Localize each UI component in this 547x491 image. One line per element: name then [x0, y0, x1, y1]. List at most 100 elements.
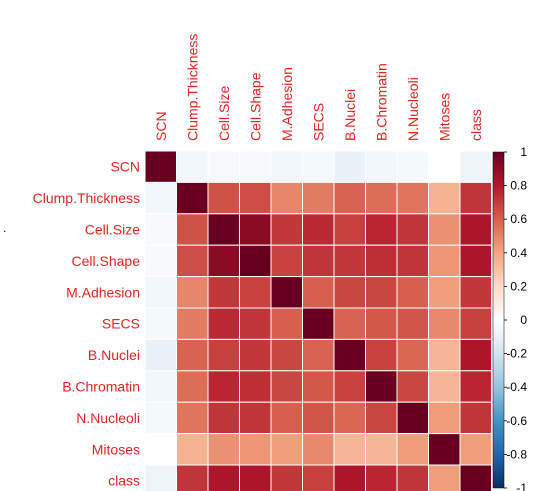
cell-SECS-SCN — [144, 307, 177, 340]
cell-SECS-B.Nuclei — [333, 307, 366, 340]
cell-Clump.Thickness-M.Adhesion — [270, 181, 303, 215]
cell-M.Adhesion-SCN — [144, 276, 177, 309]
row-label: SECS — [102, 316, 140, 332]
cell-Cell.Shape-SCN — [144, 244, 177, 278]
cell-Clump.Thickness-Mitoses — [428, 181, 461, 215]
column-label: SCN — [153, 111, 169, 141]
cell-SCN-N.Nucleoli — [396, 150, 429, 183]
row-label: M.Adhesion — [66, 284, 140, 300]
cell-Clump.Thickness-B.Chromatin — [365, 181, 398, 215]
cell-Cell.Size-Mitoses — [428, 213, 461, 246]
cell-Cell.Shape-B.Chromatin — [365, 244, 398, 278]
cell-SCN-Cell.Shape — [239, 150, 272, 183]
cell-class-class — [459, 464, 492, 491]
colorbar-tick-label: -1 — [516, 481, 527, 491]
cell-SECS-N.Nucleoli — [396, 307, 429, 340]
cell-N.Nucleoli-SCN — [144, 401, 177, 435]
column-label: Clump.Thickness — [184, 34, 200, 141]
cell-Mitoses-Mitoses — [428, 433, 461, 466]
colorbar-tick-label: 0.4 — [510, 246, 527, 260]
row-label: class — [108, 473, 140, 489]
column-label: B.Chromatin — [373, 63, 389, 141]
cell-Clump.Thickness-Clump.Thickness — [176, 181, 209, 215]
cell-Mitoses-N.Nucleoli — [396, 433, 429, 466]
column-label: SECS — [310, 103, 326, 141]
cell-N.Nucleoli-class — [459, 401, 492, 435]
row-label: B.Nuclei — [88, 347, 140, 363]
cell-class-Clump.Thickness — [176, 464, 209, 491]
cell-class-N.Nucleoli — [396, 464, 429, 491]
cell-Mitoses-B.Chromatin — [365, 433, 398, 466]
colorbar-tick-label: 0 — [520, 313, 527, 327]
column-label: Cell.Size — [216, 86, 232, 141]
cell-Cell.Shape-B.Nuclei — [333, 244, 366, 278]
colorbar-tick-label: -0.4 — [506, 380, 527, 394]
column-label: M.Adhesion — [279, 67, 295, 141]
cell-B.Chromatin-SCN — [144, 370, 177, 403]
cell-B.Chromatin-M.Adhesion — [270, 370, 303, 403]
cell-B.Nuclei-B.Chromatin — [365, 338, 398, 372]
cell-M.Adhesion-B.Chromatin — [365, 276, 398, 309]
cell-class-M.Adhesion — [270, 464, 303, 491]
cell-M.Adhesion-M.Adhesion — [270, 276, 303, 309]
cell-N.Nucleoli-B.Chromatin — [365, 401, 398, 435]
row-labels: SCN Clump.Thickness Cell.Size Cell.Shape M.A… — [33, 159, 141, 489]
cell-Cell.Size-B.Nuclei — [333, 213, 366, 246]
row-label: SCN — [110, 159, 140, 175]
row-label: Cell.Size — [85, 222, 140, 238]
colorbar-tick-label: -0.6 — [506, 414, 527, 428]
cell-B.Chromatin-Cell.Size — [207, 370, 240, 403]
cell-SCN-M.Adhesion — [270, 150, 303, 183]
cell-B.Nuclei-B.Nuclei — [333, 338, 366, 372]
cell-N.Nucleoli-M.Adhesion — [270, 401, 303, 435]
stray-dot: . — [3, 221, 6, 235]
cell-B.Chromatin-Mitoses — [428, 370, 461, 403]
cell-Cell.Shape-Clump.Thickness — [176, 244, 209, 278]
cell-SECS-Cell.Shape — [239, 307, 272, 340]
cell-SCN-Mitoses — [428, 150, 461, 183]
row-label: Clump.Thickness — [33, 190, 140, 206]
cell-Cell.Size-N.Nucleoli — [396, 213, 429, 246]
cell-B.Nuclei-Cell.Size — [207, 338, 240, 372]
cell-M.Adhesion-N.Nucleoli — [396, 276, 429, 309]
colorbar-tick-label: 1 — [520, 145, 527, 159]
cell-Clump.Thickness-Cell.Size — [207, 181, 240, 215]
cell-Mitoses-SCN — [144, 433, 177, 466]
cell-Cell.Shape-SECS — [302, 244, 335, 278]
cell-B.Chromatin-B.Chromatin — [365, 370, 398, 403]
cell-B.Nuclei-SECS — [302, 338, 335, 372]
cell-Cell.Shape-M.Adhesion — [270, 244, 303, 278]
colorbar-tick-label: -0.8 — [506, 447, 527, 461]
cell-Cell.Shape-Cell.Shape — [239, 244, 272, 278]
cell-SCN-SECS — [302, 150, 335, 183]
cell-N.Nucleoli-Cell.Shape — [239, 401, 272, 435]
row-label: Mitoses — [92, 441, 140, 457]
cell-M.Adhesion-SECS — [302, 276, 335, 309]
cell-B.Nuclei-SCN — [144, 338, 177, 372]
cell-Clump.Thickness-N.Nucleoli — [396, 181, 429, 215]
column-label: Mitoses — [436, 93, 452, 141]
cell-Cell.Size-Clump.Thickness — [176, 213, 209, 246]
cell-N.Nucleoli-Clump.Thickness — [176, 401, 209, 435]
cell-Cell.Shape-Mitoses — [428, 244, 461, 278]
cell-N.Nucleoli-N.Nucleoli — [396, 401, 429, 435]
cell-SCN-B.Nuclei — [333, 150, 366, 183]
cell-B.Nuclei-M.Adhesion — [270, 338, 303, 372]
cell-N.Nucleoli-Cell.Size — [207, 401, 240, 435]
cell-M.Adhesion-Clump.Thickness — [176, 276, 209, 309]
column-label: N.Nucleoli — [405, 77, 421, 141]
heatmap-cells — [144, 150, 492, 491]
column-label: Cell.Shape — [247, 72, 263, 141]
cell-Mitoses-B.Nuclei — [333, 433, 366, 466]
column-labels: SCN Clump.Thickness Cell.Size Cell.Shape M.A… — [153, 34, 484, 141]
cell-Cell.Size-class — [459, 213, 492, 246]
cell-B.Chromatin-N.Nucleoli — [396, 370, 429, 403]
row-label: Cell.Shape — [72, 253, 141, 269]
cell-SCN-B.Chromatin — [365, 150, 398, 183]
cell-Cell.Size-SECS — [302, 213, 335, 246]
row-label: N.Nucleoli — [76, 410, 140, 426]
cell-B.Chromatin-B.Nuclei — [333, 370, 366, 403]
cell-SECS-class — [459, 307, 492, 340]
cell-B.Nuclei-class — [459, 338, 492, 372]
cell-Clump.Thickness-class — [459, 181, 492, 215]
